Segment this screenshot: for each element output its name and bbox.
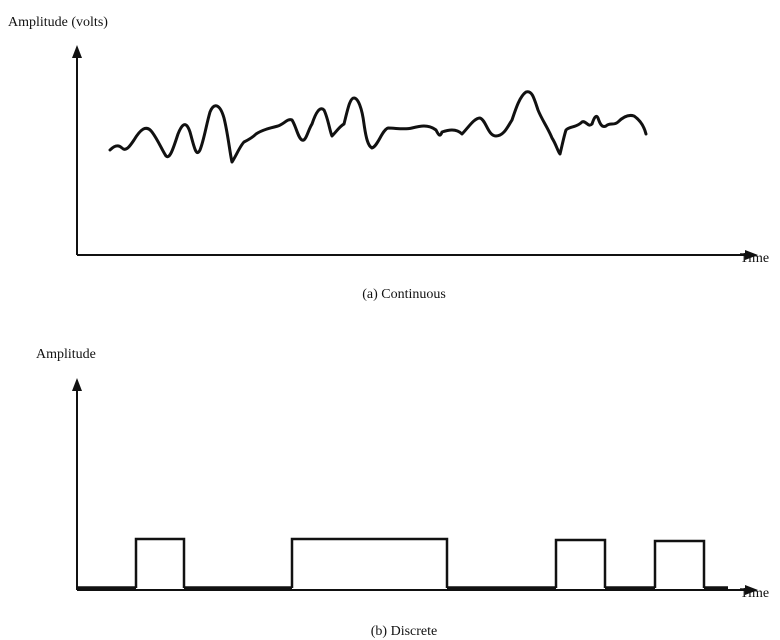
pulse-2	[290, 537, 449, 588]
pulse-1	[134, 537, 186, 588]
x-axis-arrowhead-discrete	[745, 585, 758, 595]
y-axis-label-discrete: Amplitude	[36, 347, 96, 362]
panel-discrete: Amplitude Time (b) Discrete	[36, 347, 769, 639]
pulse-4	[653, 539, 706, 588]
y-axis-arrowhead-continuous	[72, 45, 82, 58]
y-axis-label-continuous: Amplitude (volts)	[8, 15, 108, 30]
x-axis-label-discrete: Time	[740, 586, 769, 601]
caption-discrete: (b) Discrete	[371, 624, 437, 639]
x-axis-arrowhead-continuous	[745, 250, 758, 260]
caption-continuous: (a) Continuous	[362, 287, 446, 302]
y-axis-arrowhead-discrete	[72, 378, 82, 391]
pulse-3	[554, 538, 607, 588]
x-axis-label-continuous: Time	[740, 251, 769, 266]
panel-continuous: Amplitude (volts) Time (a) Continuous	[8, 15, 769, 302]
continuous-signal-waveform	[108, 90, 648, 164]
